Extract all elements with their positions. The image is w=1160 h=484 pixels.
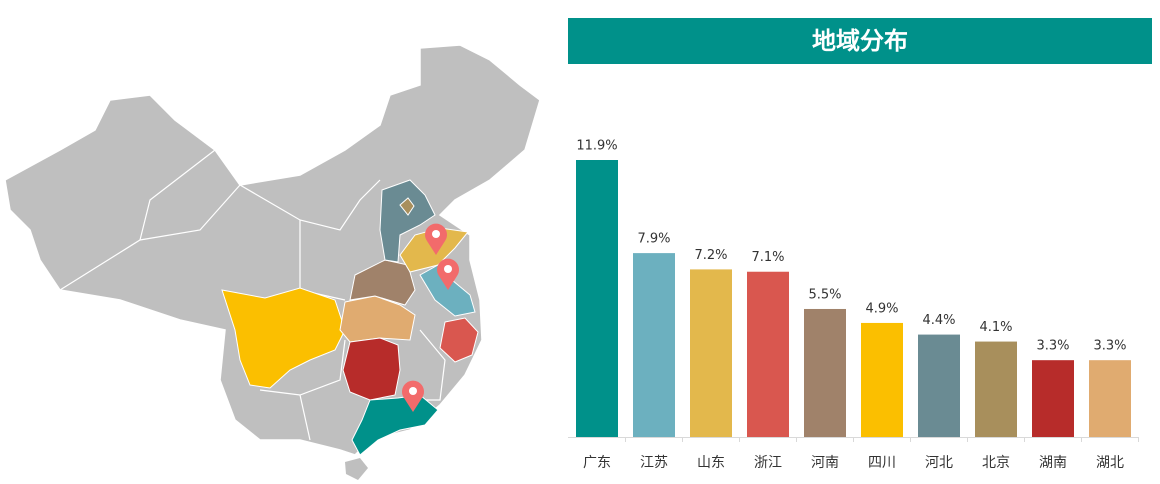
pin-dot (409, 387, 417, 395)
x-tick-label: 北京 (982, 455, 1010, 471)
bar (576, 160, 618, 437)
province-hebei (379, 179, 436, 263)
bar (861, 322, 903, 437)
value-label: 4.1% (979, 320, 1012, 335)
chart-title: 地域分布 (812, 27, 908, 55)
value-label: 7.2% (694, 248, 727, 263)
x-tick-label: 河北 (925, 455, 953, 471)
x-tick-label: 广东 (583, 455, 611, 471)
value-label: 11.9% (576, 139, 617, 154)
map (4, 44, 541, 480)
bar (918, 334, 960, 437)
x-tick-label: 浙江 (754, 455, 782, 471)
value-label: 7.9% (637, 232, 670, 247)
province-hunan (342, 337, 401, 401)
map-pin (402, 380, 424, 412)
value-label: 4.9% (865, 301, 898, 316)
value-label: 4.4% (922, 313, 955, 328)
pin-dot (432, 230, 440, 238)
province-sichuan (221, 287, 346, 389)
province-borders (239, 179, 381, 231)
x-tick-label: 四川 (868, 455, 896, 471)
value-label: 3.3% (1036, 339, 1069, 354)
title-banner (568, 18, 1152, 64)
x-tick-label: 河南 (811, 455, 839, 471)
map-pin (437, 258, 460, 290)
province-beijing (399, 197, 415, 216)
bar (747, 271, 789, 437)
pin-dot (444, 265, 452, 273)
hainan (345, 458, 368, 480)
value-label: 3.3% (1093, 339, 1126, 354)
province-borders (139, 149, 216, 241)
x-tick-label: 湖南 (1039, 455, 1067, 471)
province-borders (259, 339, 346, 396)
china-outline (4, 44, 541, 456)
x-tick-label: 湖北 (1096, 455, 1124, 471)
bar (1089, 360, 1131, 437)
bar (804, 308, 846, 437)
bar (975, 341, 1017, 437)
pins (402, 223, 460, 412)
value-label: 7.1% (751, 250, 784, 265)
bar (1032, 360, 1074, 437)
province-borders (59, 184, 241, 291)
bar (633, 253, 675, 437)
bar (690, 269, 732, 437)
value-label: 5.5% (808, 287, 841, 302)
province-zhejiang (439, 317, 479, 363)
province-borders (299, 394, 311, 441)
x-tick-label: 江苏 (640, 455, 668, 471)
x-tick-label: 山东 (697, 455, 725, 471)
map-pin (425, 223, 447, 255)
